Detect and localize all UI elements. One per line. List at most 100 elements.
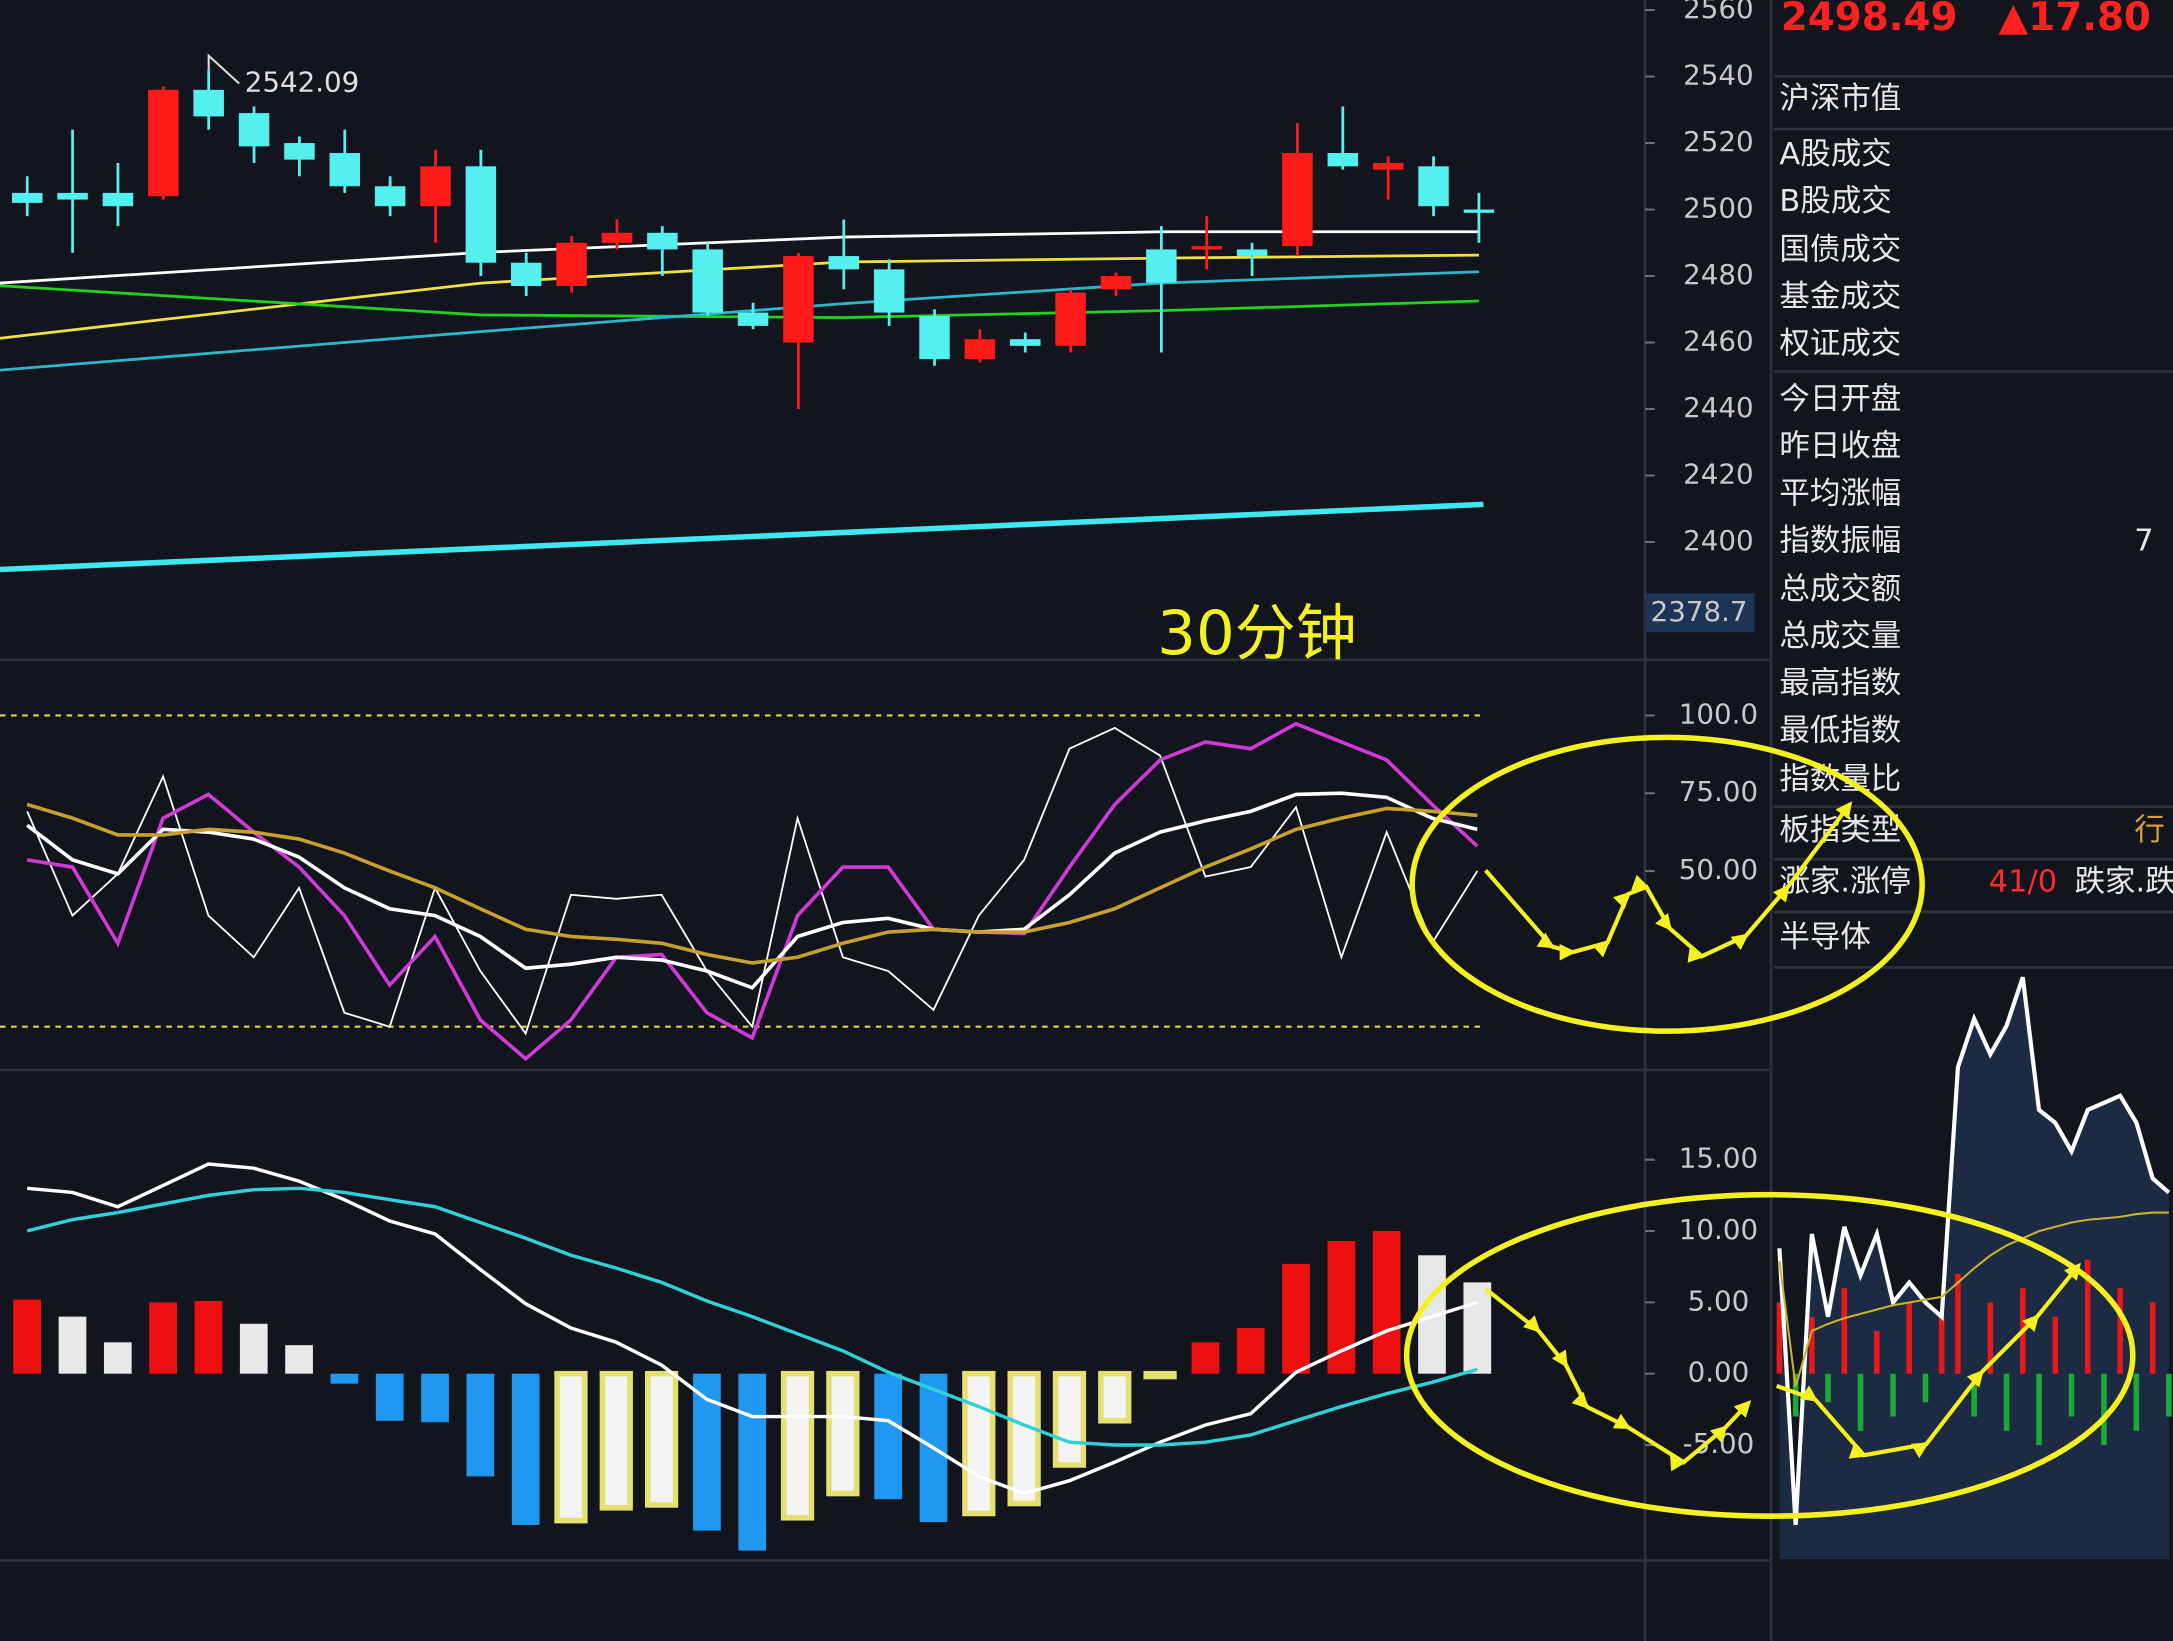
price: 2498.49 [1781, 0, 1958, 40]
highlight-ellipse [1403, 1191, 2136, 1519]
macd-bar [1052, 1370, 1087, 1468]
volume-bar [2036, 1373, 2042, 1446]
row-value: 行 [2134, 813, 2164, 848]
row-label: 基金成交 [1779, 280, 1901, 315]
macd-bar [1007, 1370, 1041, 1507]
row-label: 最高指数 [1779, 666, 1901, 701]
candle-body [148, 89, 179, 197]
arrow-path [1775, 1262, 2081, 1459]
macd-bar [103, 1342, 132, 1374]
y-tick-label: 0.00 [1688, 1356, 1750, 1389]
candle-body [57, 192, 88, 200]
candle-body [1372, 162, 1404, 170]
macd-bar [599, 1370, 633, 1511]
y-tick-label: 50.00 [1679, 853, 1758, 886]
row-label: 指数振幅 [1779, 523, 1901, 558]
candle-body [1463, 209, 1495, 213]
volume-bar [1890, 1373, 1896, 1417]
row-label: 国债成交 [1779, 232, 1901, 267]
volume-bar [1809, 1316, 1815, 1374]
candle-body [1146, 249, 1177, 283]
volume-bar [1906, 1302, 1912, 1374]
y-tick-label: 2560 [1683, 0, 1754, 25]
candle-body [783, 256, 814, 343]
macd-bar [330, 1373, 359, 1384]
row-extra: 跌家.跌 [2075, 864, 2173, 899]
candle-body [329, 153, 361, 187]
macd-bar [874, 1373, 903, 1500]
candle-body [1010, 339, 1041, 346]
candle-body [1418, 166, 1449, 207]
y-tick-label: 2460 [1683, 325, 1754, 358]
macd-bar [826, 1370, 860, 1497]
volume-bar [1938, 1316, 1945, 1374]
row-value: 41/0 [1989, 864, 2057, 899]
y-tick-label: 15.00 [1679, 1142, 1758, 1175]
indicator-line [26, 726, 1479, 1036]
volume-bar [1776, 1302, 1783, 1374]
candle-body [919, 315, 950, 360]
candle-body [601, 232, 633, 243]
macd-bar [1372, 1231, 1401, 1374]
candle-body [647, 232, 678, 250]
candle-body [1236, 249, 1268, 257]
indicator-line [26, 791, 1478, 990]
volume-bar [2052, 1316, 2059, 1374]
ma-line [0, 284, 1480, 319]
candle-body [873, 269, 905, 313]
y-tick-label: 2400 [1683, 524, 1754, 557]
macd-bar [1236, 1328, 1265, 1374]
row-label: 权证成交 [1779, 327, 1901, 362]
y-tick-label: 2420 [1683, 458, 1754, 491]
candle-body [510, 262, 542, 286]
volume-bar [2133, 1373, 2140, 1431]
volume-bar [2068, 1373, 2075, 1417]
macd-bar [285, 1345, 313, 1374]
y-tick-label: 75.00 [1679, 775, 1758, 808]
ma-line [0, 501, 1484, 573]
y-tick-label: 2540 [1683, 59, 1754, 92]
y-tick-label: 2520 [1683, 125, 1754, 158]
candle-body [193, 89, 224, 117]
macd-bar [58, 1316, 87, 1374]
y-tick-label: 2440 [1683, 391, 1754, 424]
candle-body [1191, 246, 1222, 250]
candle-body [284, 143, 315, 160]
macd-bar [194, 1300, 223, 1374]
intraday-line [1777, 976, 2171, 1526]
candle-body [11, 192, 43, 203]
macd-bar [421, 1373, 449, 1423]
annotations [1403, 734, 2136, 1519]
row-label: B股成交 [1779, 184, 1891, 219]
row-label: 昨日收盘 [1779, 429, 1901, 464]
macd-bar [1098, 1370, 1132, 1424]
macd-bar [1463, 1282, 1492, 1374]
volume-bar [1857, 1373, 1864, 1431]
candle-body [1282, 153, 1313, 247]
candle-body [964, 339, 996, 360]
candle-body [465, 166, 497, 263]
candle-body [1055, 292, 1086, 346]
macd-bar [780, 1370, 815, 1521]
row-label: 最低指数 [1779, 713, 1901, 748]
indicator-line [26, 802, 1478, 965]
macd-bar [554, 1370, 588, 1524]
candle-body [420, 166, 451, 207]
volume-bar [1841, 1288, 1848, 1374]
macd-bar [1191, 1342, 1220, 1374]
volume-bar [2149, 1302, 2156, 1374]
volume-bar [1792, 1373, 1799, 1417]
volume-bar [2084, 1259, 2091, 1374]
candle-body [1327, 153, 1359, 167]
side-panel: 2498.49 ▲17.80 [1781, 0, 2151, 40]
volume-bar [2101, 1373, 2107, 1446]
period-label: 30分钟 [1157, 598, 1357, 669]
volume-bar [1874, 1330, 1880, 1374]
candle-body [238, 113, 270, 147]
row-label: A股成交 [1779, 137, 1891, 172]
volume-bar [2003, 1373, 2010, 1431]
volume-bar [1825, 1373, 1831, 1403]
candle-body [828, 256, 860, 270]
row-value: 7 [2134, 523, 2153, 558]
macd-line [27, 1162, 1478, 1496]
